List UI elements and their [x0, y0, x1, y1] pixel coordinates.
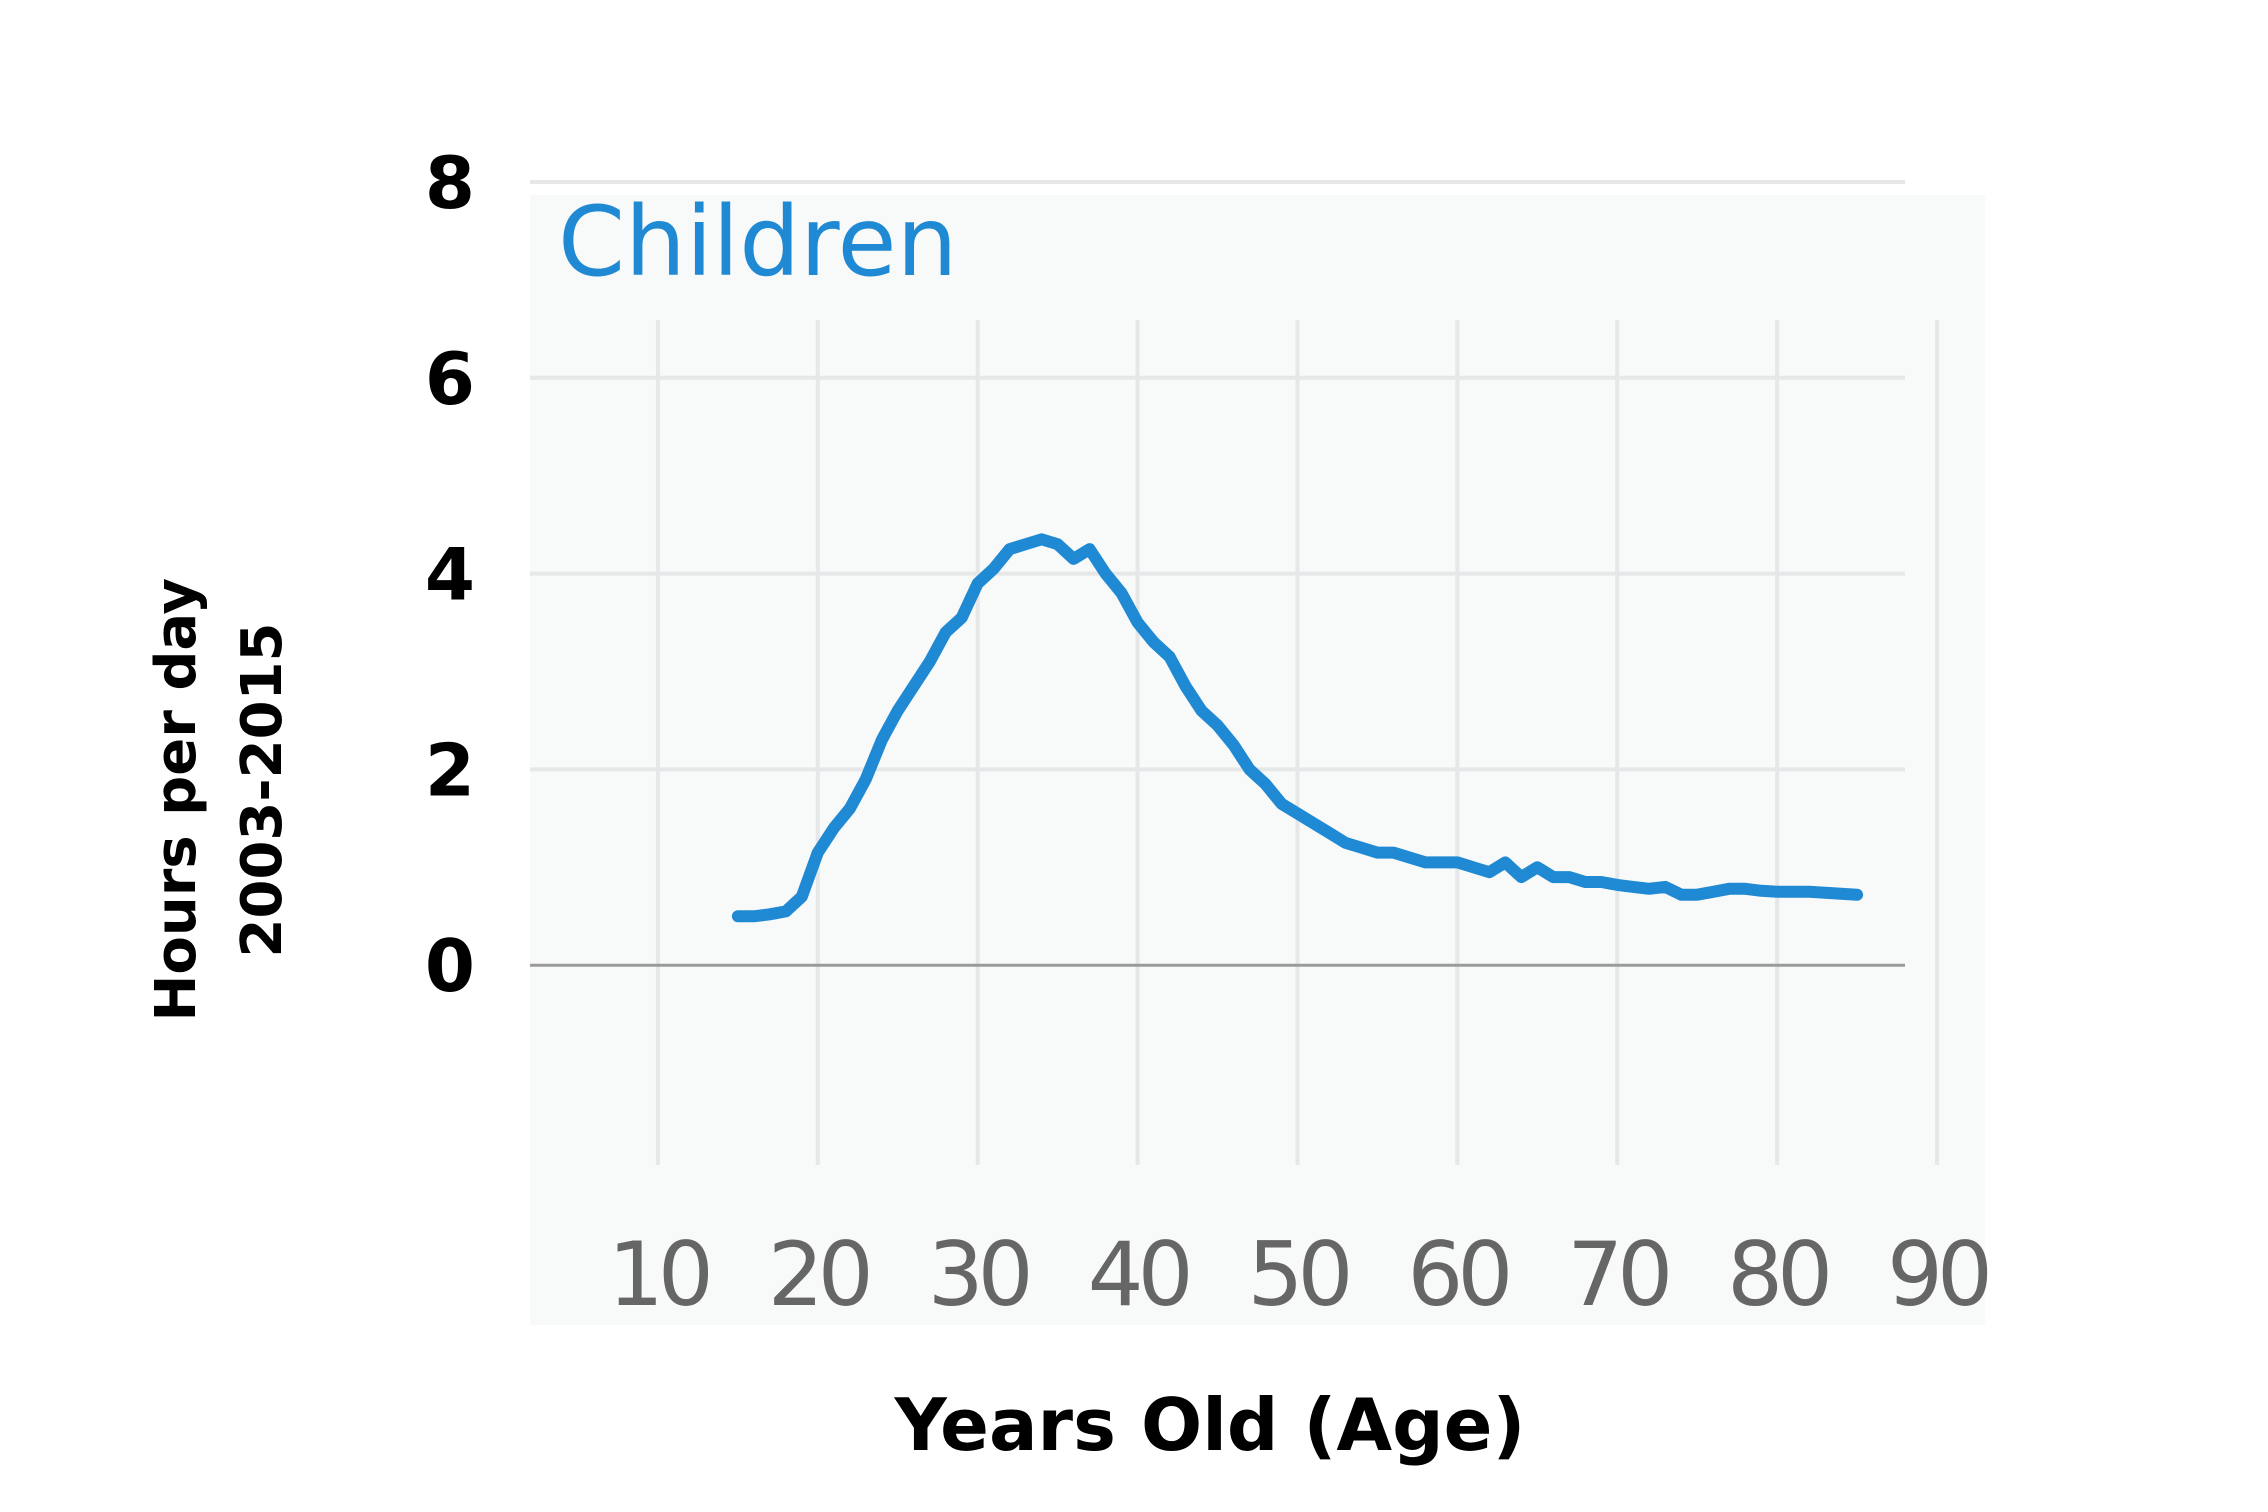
series-group: [731, 533, 1864, 923]
y-tick-label-4: 4: [425, 533, 475, 617]
chart-title: Children: [558, 186, 957, 298]
y-tick-label-6: 6: [425, 337, 475, 421]
x-tick-label-40: 40: [1088, 1223, 1189, 1326]
y-axis-label-line-2: 2003-2015: [230, 623, 295, 958]
x-axis-label: Years Old (Age): [894, 1383, 1526, 1467]
y-tick-labels: 0 2 4 6 8: [425, 141, 475, 1008]
x-tick-label-80: 80: [1727, 1223, 1828, 1326]
x-tick-label-50: 50: [1247, 1223, 1348, 1326]
x-tick-label-90: 90: [1887, 1223, 1988, 1326]
x-tick-label-10: 10: [608, 1223, 709, 1326]
grid: [530, 180, 1940, 1165]
plot-panel: [530, 195, 1985, 1325]
y-tick-label-8: 8: [425, 141, 475, 225]
x-tick-labels: 10 20 30 40 50 60 70 80 90: [608, 1223, 1994, 1326]
x-tick-label-20: 20: [768, 1223, 869, 1326]
y-tick-label-2: 2: [425, 728, 475, 812]
x-tick-label-60: 60: [1407, 1223, 1508, 1326]
x-tick-label-30: 30: [928, 1223, 1029, 1326]
y-axis-label: Hours per day 2003-2015: [144, 559, 295, 1022]
y-axis-label-line-1: Hours per day: [144, 578, 209, 1022]
series-line-0: [731, 533, 1864, 923]
x-tick-label-70: 70: [1567, 1223, 1668, 1326]
y-tick-label-0: 0: [425, 924, 475, 1008]
